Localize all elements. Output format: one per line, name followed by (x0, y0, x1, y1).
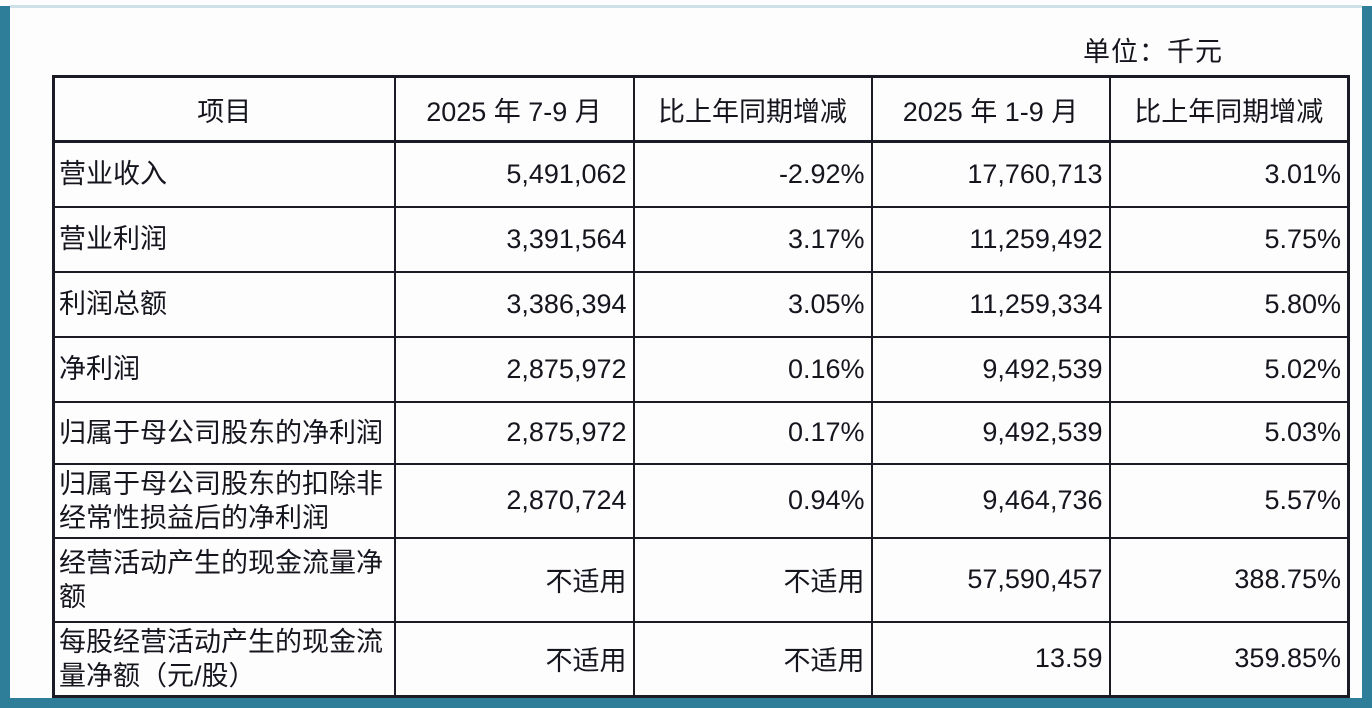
value-ytd-yoy: 388.75% (1108, 536, 1350, 623)
value-ytd-2025: 11,259,492 (870, 205, 1111, 273)
value-ytd-yoy: 5.80% (1108, 270, 1350, 338)
row-label: 营业收入 (52, 140, 396, 208)
table-row-net-profit-excl-nonrecurring: 归属于母公司股东的扣除非经常性损益后的净利润 2,870,724 0.94% 9… (52, 462, 1350, 539)
value-q3-2025: 2,870,724 (393, 462, 635, 539)
value-ytd-yoy: 5.02% (1108, 335, 1350, 403)
col-header-q3-yoy-change: 比上年同期增减 (632, 75, 873, 143)
row-label: 利润总额 (52, 270, 396, 338)
value-ytd-2025: 17,760,713 (870, 140, 1111, 208)
col-header-item: 项目 (52, 75, 396, 143)
top-edge-accent-line (10, 5, 1362, 8)
value-q3-yoy: 不适用 (632, 620, 873, 697)
left-edge-accent-bar (0, 6, 10, 708)
value-ytd-yoy: 5.57% (1108, 462, 1350, 539)
value-ytd-2025: 9,492,539 (870, 335, 1111, 403)
unit-label: 单位：千元 (1083, 37, 1223, 67)
row-label: 归属于母公司股东的扣除非经常性损益后的净利润 (52, 462, 396, 539)
row-label: 归属于母公司股东的净利润 (52, 400, 396, 465)
row-label: 经营活动产生的现金流量净额 (52, 536, 396, 623)
value-ytd-2025: 57,590,457 (870, 536, 1111, 623)
value-ytd-yoy: 3.01% (1108, 140, 1350, 208)
col-header-q3-2025: 2025 年 7-9 月 (393, 75, 635, 143)
value-ytd-yoy: 5.75% (1108, 205, 1350, 273)
value-ytd-2025: 13.59 (870, 620, 1111, 697)
table-row-net-operating-cash-flow: 经营活动产生的现金流量净额 不适用 不适用 57,590,457 388.75% (52, 536, 1350, 623)
value-q3-yoy: 0.94% (632, 462, 873, 539)
value-ytd-yoy: 5.03% (1108, 400, 1350, 465)
value-q3-2025: 不适用 (393, 620, 635, 697)
bottom-edge-accent-bar (0, 698, 1372, 708)
value-q3-yoy: -2.92% (632, 140, 873, 208)
table-row-total-profit: 利润总额 3,386,394 3.05% 11,259,334 5.80% (52, 270, 1350, 338)
value-ytd-2025: 11,259,334 (870, 270, 1111, 338)
value-ytd-2025: 9,492,539 (870, 400, 1111, 465)
row-label: 净利润 (52, 335, 396, 403)
value-q3-2025: 3,391,564 (393, 205, 635, 273)
value-ytd-yoy: 359.85% (1108, 620, 1350, 697)
table-row-operating-profit: 营业利润 3,391,564 3.17% 11,259,492 5.75% (52, 205, 1350, 273)
value-q3-yoy: 3.17% (632, 205, 873, 273)
right-edge-accent-bar (1362, 6, 1372, 708)
table-row-operating-revenue: 营业收入 5,491,062 -2.92% 17,760,713 3.01% (52, 140, 1350, 208)
value-q3-2025: 不适用 (393, 536, 635, 623)
value-q3-yoy: 不适用 (632, 536, 873, 623)
table-row-net-profit-attributable-to-parent: 归属于母公司股东的净利润 2,875,972 0.17% 9,492,539 5… (52, 400, 1350, 465)
value-q3-yoy: 0.16% (632, 335, 873, 403)
col-header-ytd-yoy-change: 比上年同期增减 (1108, 75, 1350, 143)
row-label: 每股经营活动产生的现金流量净额（元/股） (52, 620, 396, 697)
value-q3-2025: 2,875,972 (393, 400, 635, 465)
value-q3-yoy: 0.17% (632, 400, 873, 465)
table-row-net-operating-cash-flow-per-share: 每股经营活动产生的现金流量净额（元/股） 不适用 不适用 13.59 359.8… (52, 620, 1350, 697)
value-q3-yoy: 3.05% (632, 270, 873, 338)
table-row-net-profit: 净利润 2,875,972 0.16% 9,492,539 5.02% (52, 335, 1350, 403)
row-label: 营业利润 (52, 205, 396, 273)
table-header-row: 项目 2025 年 7-9 月 比上年同期增减 2025 年 1-9 月 比上年… (52, 75, 1350, 143)
financial-summary-table: 项目 2025 年 7-9 月 比上年同期增减 2025 年 1-9 月 比上年… (52, 75, 1350, 698)
value-q3-2025: 2,875,972 (393, 335, 635, 403)
value-ytd-2025: 9,464,736 (870, 462, 1111, 539)
col-header-ytd-2025: 2025 年 1-9 月 (870, 75, 1111, 143)
value-q3-2025: 3,386,394 (393, 270, 635, 338)
value-q3-2025: 5,491,062 (393, 140, 635, 208)
